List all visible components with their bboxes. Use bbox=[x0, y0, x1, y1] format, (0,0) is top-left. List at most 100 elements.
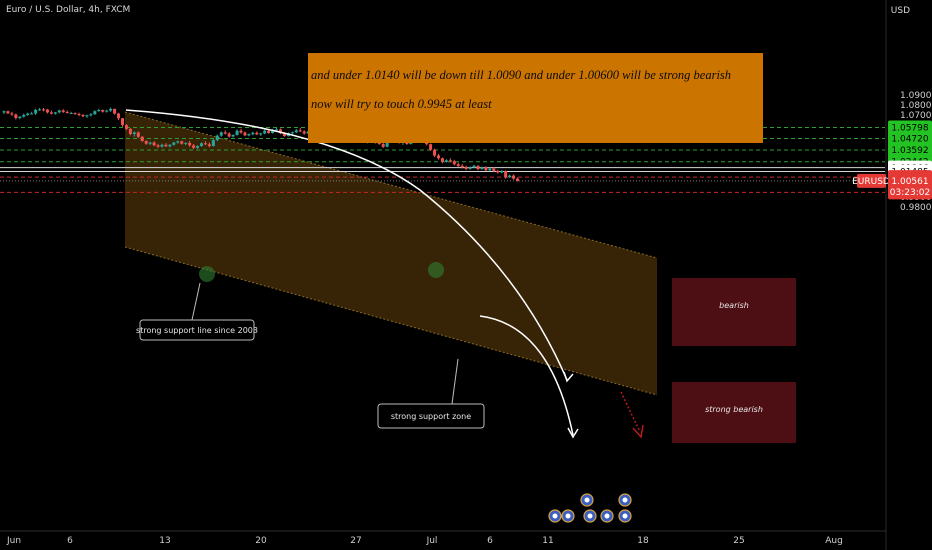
candle-body bbox=[500, 170, 504, 173]
time-axis-tick: Aug bbox=[825, 536, 843, 546]
support-zone-callout-text: strong support zone bbox=[391, 412, 471, 421]
time-axis-tick: 20 bbox=[255, 536, 267, 546]
level-price-tag[interactable] bbox=[888, 142, 932, 157]
candle-body bbox=[251, 132, 255, 135]
level-price-tag[interactable] bbox=[888, 120, 932, 135]
candle-body bbox=[121, 118, 124, 126]
candle-body bbox=[140, 136, 144, 142]
bearish-zone[interactable] bbox=[672, 278, 796, 346]
candle-body bbox=[437, 155, 440, 159]
event-flag-icon bbox=[552, 513, 558, 519]
support-line-callout-text: strong support line since 2003 bbox=[136, 326, 258, 335]
time-axis-tick: 27 bbox=[350, 536, 361, 546]
support-zone-callout[interactable] bbox=[377, 403, 485, 429]
event-flag-icon bbox=[584, 497, 590, 503]
candle-body bbox=[460, 165, 464, 168]
candle-body bbox=[101, 109, 105, 112]
candle-body bbox=[164, 144, 168, 147]
time-axis-tick: Jul bbox=[426, 536, 438, 546]
candle-body bbox=[484, 167, 488, 171]
candle-body bbox=[2, 111, 6, 113]
candle-body bbox=[93, 111, 97, 115]
candle-body bbox=[203, 143, 207, 145]
support-touch-marker[interactable] bbox=[428, 262, 444, 278]
symbol-tag-text: EURUSD bbox=[852, 177, 890, 187]
candle-body bbox=[294, 130, 298, 133]
symbol-tag[interactable] bbox=[857, 173, 886, 188]
candle-body bbox=[117, 113, 121, 119]
bearish-arrow[interactable] bbox=[620, 391, 641, 433]
support-touch-marker[interactable] bbox=[199, 266, 215, 282]
candle-body bbox=[184, 142, 188, 144]
event-flag-icon bbox=[604, 513, 610, 519]
candle-body bbox=[381, 143, 385, 147]
candle-body bbox=[512, 175, 516, 179]
candle-body bbox=[488, 168, 492, 171]
projection-curve-upper[interactable] bbox=[125, 109, 568, 381]
level-price-tag[interactable] bbox=[888, 131, 932, 146]
candle-body bbox=[290, 132, 294, 134]
strong-bearish-zone-label: strong bearish bbox=[705, 405, 763, 414]
support-line-callout[interactable] bbox=[139, 319, 255, 341]
candle-body bbox=[235, 130, 239, 135]
event-flag-icon bbox=[587, 513, 593, 519]
candle-body bbox=[61, 110, 65, 112]
candle-body bbox=[65, 111, 69, 114]
candle-body bbox=[97, 109, 101, 112]
candle-body bbox=[180, 141, 184, 144]
bearish-zone-label: bearish bbox=[719, 301, 749, 310]
candle-body bbox=[192, 145, 196, 148]
candle-body bbox=[30, 113, 34, 115]
event-flag-icon bbox=[565, 513, 571, 519]
candle-body bbox=[492, 168, 496, 171]
current-price-value: 1.00561 bbox=[891, 177, 928, 187]
candle-body bbox=[69, 112, 73, 114]
candle-body bbox=[456, 164, 460, 166]
candle-body bbox=[219, 132, 223, 136]
candle-body bbox=[105, 110, 109, 112]
candle-body bbox=[113, 108, 117, 114]
candle-body bbox=[243, 132, 247, 136]
candle-body bbox=[298, 130, 302, 132]
candle-body bbox=[377, 142, 381, 144]
level-price-tag-text: 1.05798 bbox=[891, 123, 928, 133]
currency-label[interactable]: USD bbox=[890, 6, 910, 16]
arrowhead-icon bbox=[563, 371, 574, 383]
candle-body bbox=[160, 144, 164, 147]
note-line-1: and under 1.0140 will be down till 1.009… bbox=[311, 68, 732, 82]
time-axis-tick: 25 bbox=[733, 536, 744, 546]
candle-body bbox=[73, 112, 77, 114]
candle-body bbox=[279, 129, 282, 134]
descending-channel[interactable] bbox=[125, 112, 657, 395]
candle-body bbox=[444, 160, 448, 162]
note-line-2: now will try to touch 0.9945 at least bbox=[311, 97, 492, 111]
candle-body bbox=[14, 114, 18, 119]
time-axis-tick: Jun bbox=[6, 536, 21, 546]
candle-body bbox=[22, 114, 26, 117]
candle-body bbox=[148, 142, 152, 144]
level-price-tag-text: 1.03592 bbox=[891, 146, 928, 156]
bar-countdown: 03:23:02 bbox=[890, 188, 930, 198]
candle-body bbox=[255, 132, 259, 135]
candle-body bbox=[136, 132, 140, 137]
projection-curve-lower[interactable] bbox=[479, 315, 574, 436]
candle-body bbox=[429, 144, 433, 150]
analysis-note[interactable]: and under 1.0140 will be down till 1.009… bbox=[308, 53, 763, 143]
time-axis-tick: 11 bbox=[542, 536, 553, 546]
callout-pointer bbox=[191, 282, 201, 321]
event-flag-icon bbox=[622, 497, 628, 503]
candle-body bbox=[144, 141, 148, 144]
candle-body bbox=[156, 145, 160, 147]
candle-body bbox=[77, 113, 81, 115]
strong-bearish-zone[interactable] bbox=[672, 382, 796, 443]
candle-body bbox=[10, 113, 14, 115]
event-flag-icon bbox=[622, 513, 628, 519]
candle-body bbox=[128, 128, 132, 134]
candle-body bbox=[223, 132, 227, 134]
current-price-tag[interactable] bbox=[888, 172, 932, 199]
candle-body bbox=[508, 175, 512, 178]
candle-body bbox=[472, 165, 476, 168]
candle-body bbox=[45, 109, 49, 113]
